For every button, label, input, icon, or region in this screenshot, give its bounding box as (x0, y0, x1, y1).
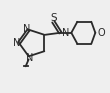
Text: N: N (23, 24, 30, 34)
Text: O: O (97, 28, 105, 38)
Text: N: N (13, 37, 21, 48)
Text: N: N (62, 28, 69, 38)
Text: S: S (50, 13, 57, 23)
Text: N: N (26, 53, 33, 63)
